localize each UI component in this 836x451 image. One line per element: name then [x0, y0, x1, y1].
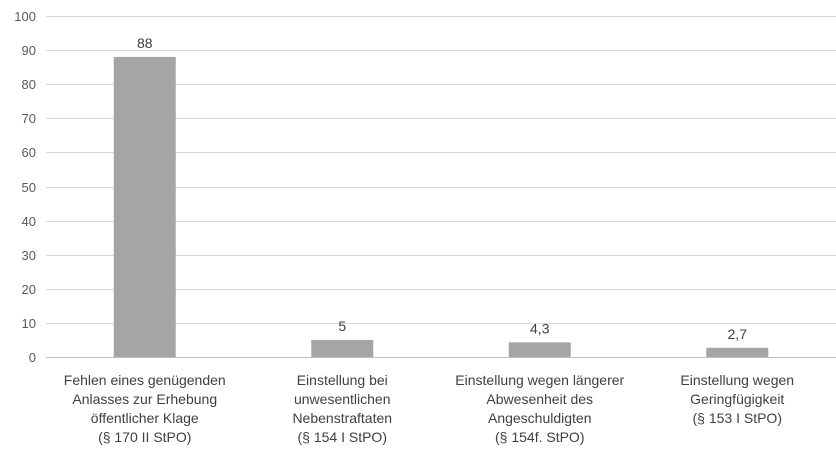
- data-label: 4,3: [530, 320, 550, 336]
- gridlines: [46, 16, 836, 358]
- category-label: Fehlen eines genügenden Anlasses zur Erhe…: [64, 372, 226, 445]
- bar: [311, 339, 374, 357]
- y-axis-tick-labels: 0 10 20 30 40 50 60 70 80 90 100: [14, 9, 36, 365]
- y-tick-label: 80: [22, 77, 36, 92]
- category-label-line: (§ 154f. StPO): [495, 429, 584, 445]
- data-label: 5: [338, 318, 346, 334]
- category-label-line: Anlasses zur Erhebung: [72, 391, 217, 407]
- category-label-line: Angeschuldigten: [488, 410, 592, 426]
- y-tick-label: 10: [22, 316, 36, 331]
- data-label: 88: [137, 35, 153, 51]
- bar: [508, 342, 571, 357]
- y-tick-label: 30: [22, 248, 36, 263]
- category-label-line: (§ 170 II StPO): [98, 429, 191, 445]
- y-tick-label: 50: [22, 180, 36, 195]
- y-tick-label: 0: [29, 350, 36, 365]
- category-label: Einstellung wegen Geringfügigkeit (§ 153 I…: [680, 372, 794, 426]
- category-label-line: (§ 154 I StPO): [298, 429, 387, 445]
- category-label-line: Fehlen eines genügenden: [64, 372, 226, 388]
- y-tick-label: 40: [22, 214, 36, 229]
- category-label-line: öffentlicher Klage: [91, 410, 199, 426]
- category-label-line: (§ 153 I StPO): [693, 410, 782, 426]
- category-label-line: Geringfügigkeit: [690, 391, 784, 407]
- category-label: Einstellung bei unwesentlichen Nebenstraft…: [292, 372, 392, 445]
- y-tick-label: 70: [22, 111, 36, 126]
- bar: [706, 347, 769, 357]
- y-tick-label: 90: [22, 43, 36, 58]
- y-tick-label: 60: [22, 145, 36, 160]
- data-labels: 88 5 4,3 2,7: [137, 35, 747, 342]
- category-label-line: Abwesenheit des: [486, 391, 593, 407]
- category-label-line: Einstellung wegen: [680, 372, 794, 388]
- category-label-line: Einstellung wegen längerer: [455, 372, 624, 388]
- bar: [113, 56, 176, 358]
- category-label: Einstellung wegen längerer Abwesenheit de…: [455, 372, 624, 445]
- y-tick-label: 20: [22, 282, 36, 297]
- y-tick-label: 100: [14, 9, 36, 24]
- category-labels: Fehlen eines genügenden Anlasses zur Erhe…: [64, 372, 794, 445]
- category-label-line: Nebenstraftaten: [292, 410, 392, 426]
- data-label: 2,7: [728, 326, 748, 342]
- bars: [113, 56, 769, 358]
- category-label-line: Einstellung bei: [297, 372, 388, 388]
- category-label-line: unwesentlichen: [294, 391, 391, 407]
